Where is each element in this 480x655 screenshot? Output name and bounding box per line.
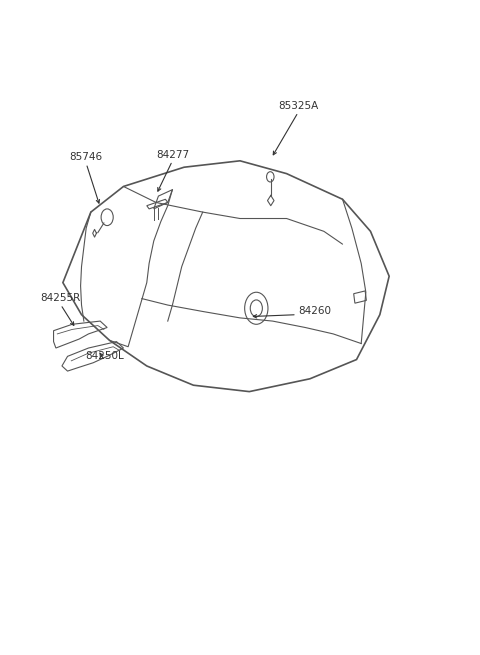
Text: 85746: 85746 bbox=[70, 152, 103, 162]
Text: 84255R: 84255R bbox=[40, 293, 81, 303]
Text: 84260: 84260 bbox=[298, 306, 331, 316]
Text: 85325A: 85325A bbox=[278, 101, 318, 111]
Text: 84277: 84277 bbox=[156, 149, 189, 160]
Text: 84250L: 84250L bbox=[85, 351, 124, 361]
Bar bbox=[354, 291, 366, 303]
